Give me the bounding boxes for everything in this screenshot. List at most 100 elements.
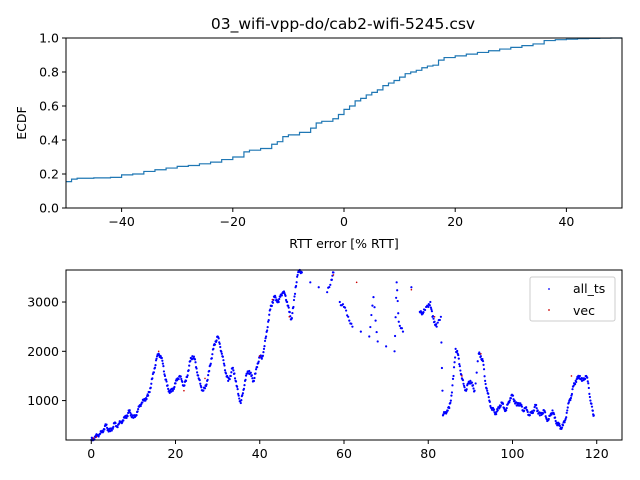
trace-point	[177, 377, 180, 381]
trace-point	[552, 413, 556, 416]
trace-point	[150, 378, 153, 381]
data-point	[385, 345, 388, 348]
trace-point	[496, 408, 499, 411]
trace-point	[430, 310, 434, 313]
trace-point	[481, 357, 484, 361]
trace-point	[103, 428, 106, 431]
trace-point	[458, 362, 461, 366]
trace-point	[476, 360, 479, 363]
data-point	[326, 291, 329, 294]
scatter-chart: 0 20 40 60 80 100 120 1000 2000 3000 all_ts vec	[27, 268, 623, 461]
trace-point	[495, 410, 498, 413]
data-point	[355, 281, 358, 284]
trace-point	[493, 411, 496, 414]
trace-point	[445, 411, 448, 414]
trace-point	[520, 405, 524, 408]
trace-point	[257, 360, 260, 363]
trace-point	[236, 385, 239, 388]
trace-point	[394, 316, 397, 319]
trace-point	[459, 369, 462, 372]
data-point	[317, 286, 320, 289]
trace-point	[369, 325, 372, 329]
data-point	[458, 364, 461, 368]
trace-point	[453, 356, 457, 359]
trace-point	[145, 394, 149, 398]
trace-point	[396, 299, 399, 303]
trace-point	[129, 414, 132, 417]
trace-point	[218, 341, 221, 344]
trace-point	[499, 404, 502, 407]
data-point	[220, 352, 223, 355]
ecdf-y-axis-label: ECDF	[14, 106, 29, 139]
ecdf-y-tick-label: 0.0	[39, 201, 59, 216]
trace-point	[465, 388, 468, 391]
trace-point	[251, 377, 254, 380]
trace-point	[114, 422, 117, 425]
ecdf-y-tick-label: 0.8	[39, 65, 59, 80]
trace-point	[548, 414, 551, 417]
trace-point	[288, 311, 291, 314]
trace-point	[219, 345, 222, 349]
trace-point	[575, 378, 578, 381]
trace-point	[159, 354, 162, 358]
trace-point	[229, 374, 232, 378]
trace-point	[566, 406, 569, 409]
scatter-x-tick-label: 80	[420, 446, 436, 461]
trace-point	[277, 299, 280, 302]
trace-point	[511, 394, 515, 397]
ecdf-x-axis-label: RTT error [% RTT]	[289, 236, 398, 251]
data-point	[264, 335, 268, 338]
trace-point	[571, 385, 575, 388]
trace-point	[447, 405, 450, 409]
data-point	[551, 409, 554, 412]
trace-point	[547, 417, 550, 421]
trace-point	[446, 409, 449, 412]
trace-point	[233, 377, 237, 380]
trace-point	[544, 415, 547, 418]
trace-point	[231, 366, 235, 369]
trace-point	[287, 304, 290, 307]
data-point	[368, 335, 371, 338]
data-point	[376, 340, 379, 343]
trace-point	[254, 368, 258, 371]
trace-point	[440, 341, 443, 344]
trace-point	[590, 405, 594, 408]
trace-point	[284, 294, 287, 297]
ecdf-y-tick-label: 0.2	[39, 167, 59, 182]
trace-point	[484, 382, 487, 386]
trace-point	[112, 425, 115, 428]
ecdf-plot-area	[66, 37, 622, 183]
trace-point	[293, 292, 297, 295]
data-point	[338, 300, 341, 304]
trace-point	[125, 416, 128, 419]
data-point	[161, 362, 164, 365]
trace-point	[253, 376, 256, 380]
trace-point	[438, 318, 441, 322]
trace-point	[187, 369, 190, 372]
trace-point	[586, 376, 589, 379]
trace-point	[139, 404, 142, 408]
trace-point	[426, 304, 429, 307]
ecdf-chart: 03_wifi-vpp-do/cab2-wifi-5245.csv −40 −20…	[14, 15, 623, 251]
trace-point	[294, 284, 298, 288]
trace-point	[558, 422, 561, 425]
trace-point	[475, 371, 478, 374]
trace-point	[105, 426, 109, 429]
trace-point	[279, 295, 282, 298]
trace-point	[501, 402, 505, 406]
trace-point	[586, 380, 589, 383]
trace-point	[554, 416, 557, 419]
ecdf-x-tick-label: 40	[558, 214, 574, 229]
trace-point	[197, 374, 200, 377]
trace-point	[429, 306, 432, 309]
trace-point	[135, 414, 138, 417]
trace-point	[97, 435, 100, 438]
trace-point	[519, 402, 522, 405]
trace-point	[508, 401, 511, 404]
data-point	[454, 347, 457, 350]
trace-point	[266, 329, 269, 332]
legend-label-all-ts: all_ts	[573, 281, 605, 296]
trace-point	[206, 378, 209, 381]
ecdf-x-tick-label: 20	[447, 214, 463, 229]
